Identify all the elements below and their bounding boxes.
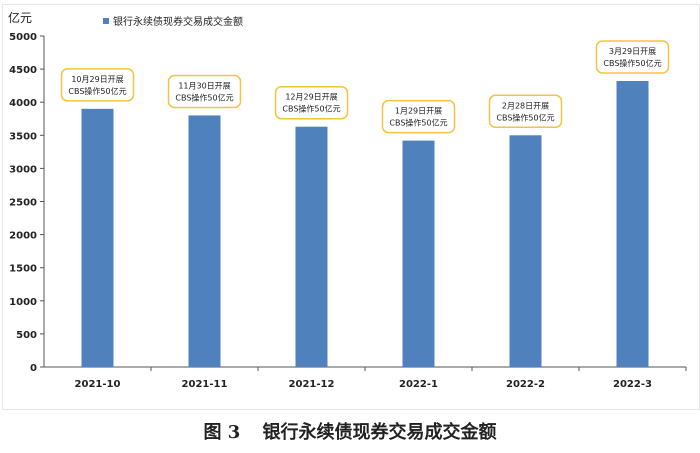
annotation-callout	[167, 74, 242, 109]
y-tick-label: 2000	[9, 231, 37, 242]
annotation-line1: 10月29日开展	[71, 75, 123, 84]
annotation-line2: CBS操作50亿元	[175, 92, 233, 102]
annotation-line1: 2月28日开展	[502, 101, 549, 110]
y-tick-label: 1000	[9, 297, 37, 308]
annotation-line1: 11月30日开展	[178, 81, 230, 90]
annotation-callout	[595, 40, 670, 74]
annotation-line1: 1月29日开展	[395, 107, 442, 116]
annotation-callout	[274, 85, 349, 120]
bar	[188, 115, 221, 367]
caption-number: 图 3	[203, 422, 241, 443]
y-tick-label: 4000	[9, 98, 37, 109]
y-tick-label: 3000	[9, 164, 37, 175]
annotation-line2: CBS操作50亿元	[282, 104, 340, 114]
bar	[295, 126, 328, 367]
y-tick-label: 4500	[9, 65, 37, 76]
annotation-line2: CBS操作50亿元	[68, 86, 126, 96]
annotation-line2: CBS操作50亿元	[496, 112, 554, 122]
annotation-line2: CBS操作50亿元	[603, 58, 661, 68]
legend-label: 银行永续债现券交易成交金额	[113, 15, 243, 28]
y-tick-label: 2500	[9, 198, 37, 209]
x-tick-label: 2022-1	[399, 379, 438, 390]
legend-swatch	[103, 18, 109, 24]
caption-title: 银行永续债现券交易成交金额	[262, 422, 497, 443]
annotation-callout	[60, 68, 135, 102]
x-tick-label: 2022-3	[613, 379, 652, 390]
y-tick-label: 0	[30, 363, 37, 374]
y-tick-label: 5000	[9, 32, 37, 43]
y-tick-label: 500	[16, 330, 37, 341]
bar	[509, 135, 542, 367]
annotation-line2: CBS操作50亿元	[389, 118, 447, 128]
annotation-line1: 3月29日开展	[609, 47, 656, 56]
annotation-callout	[488, 94, 563, 129]
x-tick-label: 2021-12	[289, 379, 335, 390]
x-tick-label: 2021-11	[182, 379, 228, 390]
x-tick-label: 2022-2	[506, 379, 545, 390]
bar	[81, 108, 114, 367]
bar-chart: 亿元 银行永续债现券交易成交金额 0 500 1000 1500 2000 2500 3000 3…	[8, 10, 687, 390]
x-tick-label: 2021-10	[75, 379, 121, 390]
bar	[402, 140, 435, 367]
y-axis-unit-label: 亿元	[8, 10, 32, 25]
annotation-callout	[381, 99, 456, 134]
annotation-line1: 12月29日开展	[285, 93, 337, 102]
figure-caption: 图 3 银行永续债现券交易成交金额	[0, 418, 700, 444]
y-tick-label: 3500	[9, 131, 37, 142]
bar	[616, 81, 649, 368]
y-tick-label: 1500	[9, 264, 37, 275]
